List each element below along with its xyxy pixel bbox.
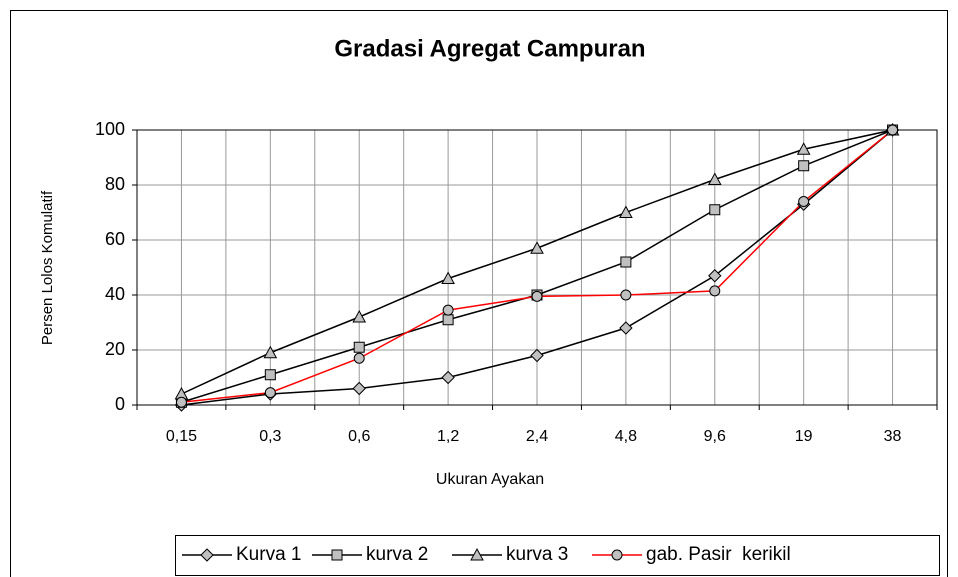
marker: [887, 124, 899, 136]
marker: [175, 396, 187, 408]
marker: [352, 381, 366, 396]
legend-label: Kurva 1: [236, 544, 301, 565]
marker: [796, 142, 811, 155]
marker: [619, 321, 633, 335]
marker: [331, 549, 343, 561]
x-tick-label: 0,15: [166, 428, 197, 445]
legend-box: [175, 535, 940, 576]
legend: Kurva 1 kurva 2 kurva 3 gab. Pasir kerikil: [175, 535, 940, 576]
x-tick-label: 0,3: [259, 428, 281, 445]
x-tick-label: 38: [884, 428, 902, 445]
marker: [798, 196, 810, 207]
marker: [353, 341, 365, 353]
marker: [619, 205, 633, 218]
marker: [441, 271, 455, 284]
marker: [200, 548, 214, 562]
marker: [530, 348, 544, 363]
legend-label: kurva 3: [506, 544, 568, 565]
marker: [530, 241, 544, 254]
x-tick-label: 1,2: [437, 428, 459, 445]
marker: [708, 269, 722, 283]
x-tick-label: 19: [795, 428, 813, 445]
chart-title: Gradasi Agregat Campuran: [334, 35, 645, 62]
marker: [620, 289, 632, 301]
marker: [442, 304, 454, 316]
y-tick-label: 80: [105, 174, 125, 194]
x-tick-label: 0,6: [348, 428, 370, 445]
y-axis-title: Persen Lolos Komulatif: [39, 190, 56, 345]
x-tick-label: 9,6: [704, 428, 726, 445]
marker: [709, 204, 721, 216]
marker: [352, 309, 367, 323]
marker: [264, 369, 276, 381]
marker: [620, 256, 632, 268]
marker: [442, 314, 454, 326]
plot-border: [136, 129, 938, 406]
marker: [441, 370, 455, 385]
x-axis-title: Ukuran Ayakan: [436, 471, 544, 488]
legend-label: kurva 2: [366, 544, 428, 565]
marker: [353, 352, 365, 364]
marker: [264, 387, 276, 399]
y-tick-label: 40: [105, 284, 125, 304]
marker: [798, 160, 810, 172]
marker: [611, 549, 623, 561]
marker: [470, 547, 484, 561]
marker: [531, 290, 543, 302]
x-tick-label: 4,8: [615, 428, 637, 445]
x-tick-label: 2,4: [526, 428, 548, 445]
marker: [707, 172, 722, 185]
marker: [709, 285, 721, 297]
y-tick-label: 100: [95, 119, 125, 139]
y-tick-label: 20: [105, 339, 125, 359]
legend-label: gab. Pasir kerikil: [646, 544, 791, 565]
y-tick-label: 0: [115, 394, 125, 414]
y-tick-label: 60: [105, 229, 125, 249]
marker: [263, 345, 278, 359]
